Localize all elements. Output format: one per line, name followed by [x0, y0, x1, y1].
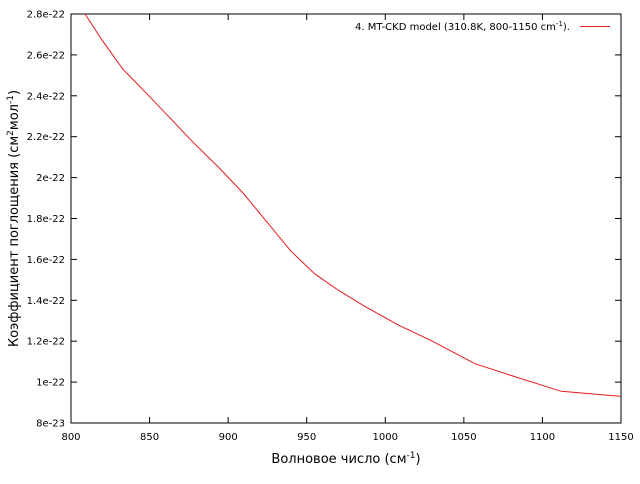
x-tick-label: 1150: [608, 432, 633, 443]
series-line: [84, 13, 622, 397]
x-tick-label: 850: [140, 432, 159, 443]
y-tick-label: 1e-22: [36, 378, 65, 389]
y-tick-label: 1.8e-22: [27, 214, 65, 225]
y-tick-label: 8e-23: [36, 419, 65, 430]
x-tick-label: 1050: [451, 432, 476, 443]
y-tick-label: 2.2e-22: [27, 132, 65, 143]
x-tick-label: 900: [219, 432, 238, 443]
x-tick-label: 950: [297, 432, 316, 443]
y-tick-label: 2.4e-22: [27, 91, 65, 102]
x-tick-label: 1100: [530, 432, 555, 443]
x-tick-label: 1000: [373, 432, 398, 443]
x-axis-label: Волновое число (см-1): [271, 451, 420, 467]
plot-frame: [70, 13, 622, 424]
y-tick-label: 1.6e-22: [27, 255, 65, 266]
y-tick-label: 2e-22: [36, 173, 65, 184]
y-axis-label: Коэффициент поглощения (см2мол-1): [6, 90, 22, 347]
x-tick-label: 800: [61, 432, 80, 443]
y-tick-label: 2.8e-22: [27, 10, 65, 21]
y-tick-label: 1.4e-22: [27, 296, 65, 307]
y-tick-label: 1.2e-22: [27, 337, 65, 348]
legend-label: 4. MT-CKD model (310.8K, 800-1150 cm-1).: [355, 20, 570, 33]
y-tick-label: 2.6e-22: [27, 50, 65, 61]
